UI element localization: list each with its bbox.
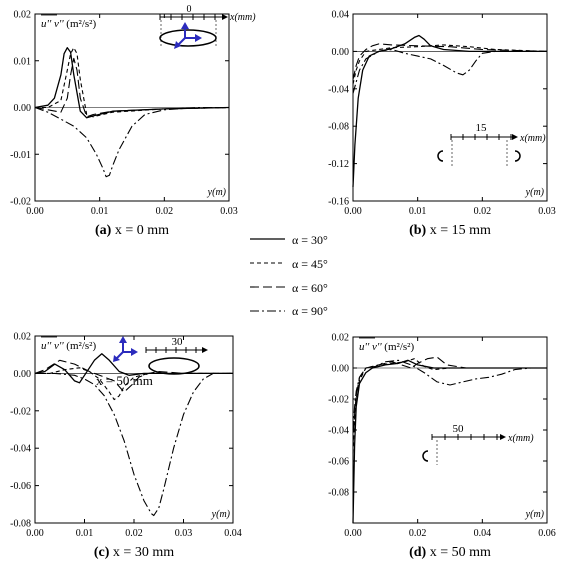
legend-label-90: α = 90°	[292, 304, 328, 318]
legend: α = 30° α = 45° α = 60° α = 90°	[250, 233, 328, 318]
series-line-a-2	[35, 47, 230, 118]
x-axis-label: y(m)	[525, 509, 545, 520]
y-tick-label: -0.12	[328, 159, 349, 170]
panel-caption: (b) x = 15 mm	[409, 223, 491, 238]
legend-label-45: α = 45°	[292, 257, 328, 271]
panel-caption: (d) x = 50 mm	[409, 545, 491, 560]
x-tick-label: 0.01	[91, 206, 109, 217]
series-line-a-1	[34, 47, 230, 119]
x-tick-label: 0.00	[344, 528, 362, 539]
y-tick-label: -0.08	[328, 122, 349, 133]
x-tick-label: 0.02	[156, 206, 174, 217]
plot-frame-c	[34, 335, 234, 524]
series-line-c-1	[34, 353, 233, 384]
y-tick-label: 0.04	[332, 10, 350, 21]
panel-c: 0.00 0.01 0.02 0.03 0.04 -0.08 -0.06 -0.04 -0.02…	[10, 332, 242, 561]
y-tick-label: 0.02	[14, 10, 32, 21]
y-axis-label: u'' v'' (m²/s²)	[41, 340, 96, 352]
panel-caption: (c) x = 30 mm	[94, 545, 174, 560]
series-line-c-3	[34, 359, 233, 393]
x-tick-label: 0.01	[76, 528, 94, 539]
y-tick-label: -0.02	[10, 197, 31, 208]
y-tick-label: 0.02	[14, 332, 32, 343]
series-line-b-1	[352, 34, 547, 188]
inset-number: 50	[453, 423, 465, 435]
y-axis-label: u'' v'' (m²/s²)	[359, 341, 414, 353]
plot-frame-b	[352, 13, 548, 202]
inset-axis-label: x(mm)	[229, 12, 256, 23]
inset-axis-label: x(mm)	[519, 133, 546, 144]
panel-b: 0.00 0.01 0.02 0.03 -0.16 -0.12 -0.08 -0.04 0.00…	[328, 10, 556, 239]
x-tick-label: 0.03	[220, 206, 238, 217]
series-line-d-4	[352, 359, 547, 431]
series-line-c-4	[35, 372, 233, 517]
y-tick-label: -0.08	[10, 519, 31, 530]
y-tick-label: 0.02	[332, 333, 350, 344]
inset-number: 0	[187, 4, 192, 15]
series-line-d-2	[352, 358, 547, 454]
inset-a: 0 x(mm)	[159, 4, 256, 49]
panel-a: 0.00 0.01 0.02 0.03 -0.02 -0.01 0.00 0.01 0.02 u'…	[10, 4, 256, 238]
panel-caption: (a) x = 0 mm	[95, 223, 169, 238]
x-tick-label: 0.02	[125, 528, 143, 539]
y-tick-label: -0.02	[10, 406, 31, 417]
inset-number: 30	[172, 336, 184, 348]
annotation-text: x = 50 mm	[96, 373, 153, 388]
y-tick-label: 0.00	[332, 47, 350, 58]
y-tick-label: 0.00	[332, 364, 350, 375]
y-tick-label: -0.06	[10, 481, 31, 492]
x-tick-label: 0.00	[26, 206, 44, 217]
series-line-d-1	[352, 359, 547, 524]
y-tick-label: 0.01	[14, 56, 32, 67]
y-tick-label: -0.01	[10, 150, 31, 161]
y-tick-label: -0.04	[10, 444, 31, 455]
inset-axis-label: x(mm)	[507, 433, 534, 444]
x-tick-label: 0.02	[474, 206, 492, 217]
y-tick-label: -0.08	[328, 488, 349, 499]
x-axis-label: y(m)	[211, 509, 231, 520]
inset-d: 50 x(mm)	[422, 423, 534, 465]
series-line-b-3	[352, 43, 548, 80]
x-axis-label: y(m)	[525, 187, 545, 198]
x-tick-label: 0.00	[26, 528, 44, 539]
y-tick-label: -0.04	[328, 426, 349, 437]
legend-label-30: α = 30°	[292, 233, 328, 247]
series-line-d-3	[352, 356, 547, 446]
y-tick-label: 0.00	[14, 369, 32, 380]
x-tick-label: 0.04	[474, 528, 492, 539]
inset-c: 30 x = 50 mm	[96, 336, 208, 388]
x-tick-label: 0.03	[175, 528, 193, 539]
series-line-a-3	[34, 57, 230, 118]
y-tick-label: -0.02	[328, 395, 349, 406]
x-tick-label: 0.01	[409, 206, 427, 217]
series-line-b-2	[352, 44, 548, 85]
panels: 0.00 0.01 0.02 0.03 -0.02 -0.01 0.00 0.01 0.02 u'…	[10, 4, 556, 560]
inset-b: 15 x(mm)	[437, 122, 546, 166]
x-tick-label: 0.04	[224, 528, 242, 539]
y-tick-label: -0.16	[328, 197, 349, 208]
panel-d: 0.00 0.02 0.04 0.06 -0.08 -0.06 -0.04 -0.02 0.00…	[328, 333, 556, 561]
y-axis-label: u'' v'' (m²/s²)	[41, 18, 96, 30]
x-tick-label: 0.06	[538, 528, 556, 539]
y-tick-label: -0.04	[328, 84, 349, 95]
y-tick-label: 0.00	[14, 103, 32, 114]
x-axis-label: y(m)	[207, 187, 227, 198]
legend-label-60: α = 60°	[292, 281, 328, 295]
inset-number: 15	[476, 122, 488, 134]
x-tick-label: 0.02	[409, 528, 427, 539]
x-tick-label: 0.00	[344, 206, 362, 217]
series-line-a-4	[34, 106, 229, 178]
x-tick-label: 0.03	[538, 206, 556, 217]
series-line-b-4	[352, 48, 547, 94]
y-tick-label: -0.06	[328, 457, 349, 468]
